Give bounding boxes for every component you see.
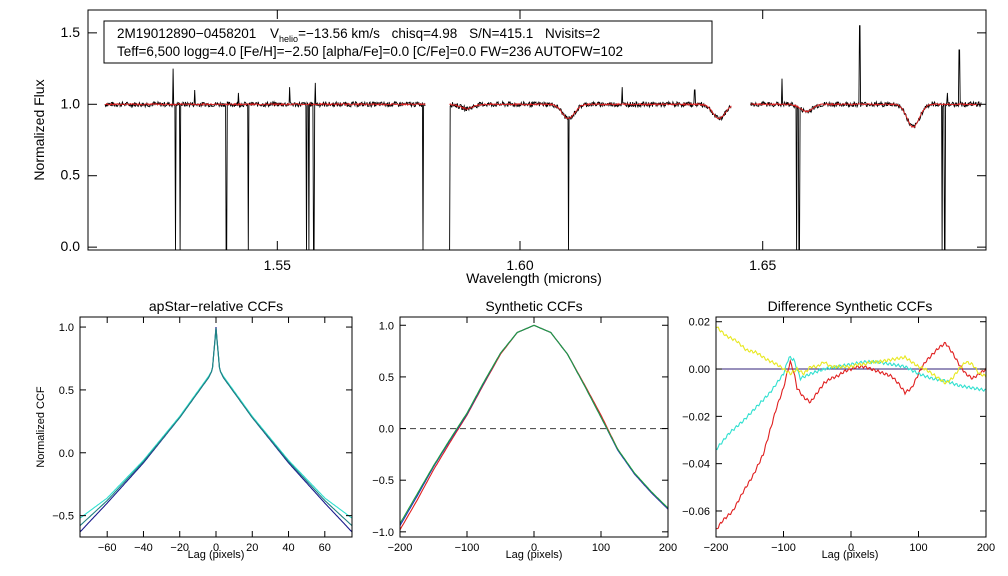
synthetic-ccf-axes-frame [399,316,669,538]
x-tick-label: −20 [170,542,189,554]
x-tick-label: 40 [282,542,294,554]
series-line-synth-blue [400,324,668,526]
y-tick-label: −0.02 [682,411,710,423]
series-line-synth-green [400,324,668,524]
series-line-visit-3 [80,328,352,527]
apstar-ccf-xlabel: Lag (pixels) [188,549,245,561]
x-tick-label: 0 [531,542,537,554]
synthetic-ccf-panel: Synthetic CCFs −200 −100 0 100 200 −1.0 −0.5 0.… [372,298,677,561]
x-tick-label: −40 [134,542,153,554]
y-tick-label: 1.0 [61,95,81,111]
y-tick-label: −1.0 [372,527,394,539]
y-tick-label: −0.5 [52,511,74,523]
x-tick-label: 0 [213,542,219,554]
info-box [103,20,713,64]
apstar_ccf-series-group [80,327,352,533]
model-spectrum-chip-1 [104,102,426,107]
observed-spectrum-chip-2 [449,87,732,250]
x-tick-label: 100 [909,542,927,554]
y-tick-label: 0.5 [379,372,394,384]
model-spectrum-chip-3 [750,102,982,129]
x-tick-label: −200 [388,542,413,554]
y-tick-label: 0.5 [59,385,74,397]
y-tick-label: 0.0 [379,424,394,436]
series-line-diff-red [716,341,986,530]
observed-spectrum-chip-3 [750,25,982,250]
x-tick-label: 100 [592,542,610,554]
x-tick-label: −100 [455,542,480,554]
x-tick-label: 1.60 [506,257,533,273]
synthetic-ccf-title: Synthetic CCFs [485,298,582,314]
nvisits-value: Nvisits=2 [545,26,600,41]
spectrum-ticks: 1.55 1.60 1.65 0.0 0.5 1.0 1.5 [61,10,986,273]
spectrum-axes-frame [87,9,987,251]
x-tick-label: 200 [977,542,995,554]
spectrum-xlabel: Wavelength (microns) [466,270,602,286]
synthetic-ccf-xlabel: Lag (pixels) [506,549,563,561]
difference-ccf-panel: Difference Synthetic CCFs −200 −100 0 100 20… [682,298,995,561]
difference-ccf-ticks: −200 −100 0 100 200 −0.06 −0.04 −0.02 0.00 0.02 [682,317,995,554]
y-tick-label: 1.0 [379,320,394,332]
snr-value: S/N=415.1 [469,26,533,41]
observed-spectrum-chip-1 [104,68,426,250]
apstar-ccf-plot-area [80,327,352,533]
info-line-2: Teff=6,500 logg=4.0 [Fe/H]=−2.50 [alpha/… [117,44,623,59]
y-tick-label: 0.0 [61,238,81,254]
x-tick-label: 1.65 [749,257,776,273]
x-tick-label: 0 [848,542,854,554]
spectrum-panel: 1.55 1.60 1.65 0.0 0.5 1.0 1.5 2M19012890−0458… [31,9,987,286]
series-line-diff-yellow [716,326,986,385]
x-tick-label: 1.55 [264,257,291,273]
model-spectrum-chip-2 [449,102,732,120]
info-line-1: 2M19012890−0458201 Vhelio=−13.56 km/s ch… [117,26,600,44]
synthetic_ccf-series-group [400,324,668,531]
apstar-ccf-title: apStar−relative CCFs [149,298,283,314]
difference-ccf-title: Difference Synthetic CCFs [768,298,933,314]
difference-ccf-axes-frame [715,316,987,538]
y-tick-label: 1.0 [59,322,74,334]
spectrum-plot-area [104,25,982,250]
y-tick-label: 0.5 [61,167,81,183]
x-tick-label: 200 [659,542,677,554]
star-id: 2M19012890−0458201 [117,26,256,41]
x-tick-label: −60 [98,542,117,554]
series-line-visit-1 [80,327,352,533]
apstar-ccf-panel: apStar−relative CCFs −60 −40 −20 0 20 40 60 −0.… [35,298,353,561]
y-tick-label: −0.5 [372,475,394,487]
vhelio-subscript: helio [279,34,298,44]
diff_ccf-series-group [716,326,986,530]
series-line-visit-2 [80,329,352,519]
synthetic-ccf-plot-area [400,324,668,531]
difference-ccf-plot-area [716,326,986,530]
vhelio-prefix: V [270,26,279,41]
spectrum-ylabel: Normalized Flux [31,79,47,180]
x-tick-label: −100 [771,542,796,554]
chisq-value: chisq=4.98 [392,26,458,41]
series-line-synth-red [400,324,668,531]
y-tick-label: 0.00 [689,364,710,376]
apstar-ccf-axes-frame [79,316,353,538]
y-tick-label: 0.0 [59,448,74,460]
synthetic-ccf-ticks: −200 −100 0 100 200 −1.0 −0.5 0.0 0.5 1.0 [372,317,677,554]
apstar-ccf-ylabel: Normalized CCF [35,386,47,468]
y-tick-label: −0.04 [682,459,710,471]
apstar-ccf-ticks: −60 −40 −20 0 20 40 60 −0.5 0.0 0.5 1.0 [52,317,352,554]
y-tick-label: 1.5 [61,24,81,40]
x-tick-label: 60 [319,542,331,554]
y-tick-label: 0.02 [689,317,710,329]
spectrum-series-group [104,25,982,250]
difference-ccf-xlabel: Lag (pixels) [822,549,879,561]
x-tick-label: 20 [246,542,258,554]
vhelio-value: =−13.56 km/s [298,26,380,41]
y-tick-label: −0.06 [682,506,710,518]
x-tick-label: −200 [704,542,729,554]
